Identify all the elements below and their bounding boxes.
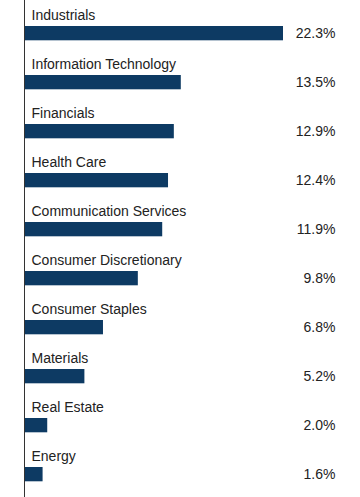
svg-text:Health Care: Health Care xyxy=(32,154,107,170)
svg-text:Consumer Discretionary: Consumer Discretionary xyxy=(32,252,182,268)
svg-text:1.6%: 1.6% xyxy=(304,466,336,482)
svg-text:22.3%: 22.3% xyxy=(296,25,336,41)
svg-text:Materials: Materials xyxy=(32,350,89,366)
svg-text:Consumer Staples: Consumer Staples xyxy=(32,301,147,317)
svg-text:9.8%: 9.8% xyxy=(304,270,336,286)
svg-text:12.4%: 12.4% xyxy=(296,172,336,188)
svg-text:Energy: Energy xyxy=(32,448,76,464)
svg-text:Financials: Financials xyxy=(32,105,95,121)
svg-text:Communication Services: Communication Services xyxy=(32,203,187,219)
svg-text:Real Estate: Real Estate xyxy=(32,399,105,415)
svg-text:12.9%: 12.9% xyxy=(296,123,336,139)
svg-text:Information Technology: Information Technology xyxy=(32,56,177,72)
svg-text:6.8%: 6.8% xyxy=(304,319,336,335)
svg-text:11.9%: 11.9% xyxy=(297,221,336,237)
svg-text:2.0%: 2.0% xyxy=(304,417,336,433)
svg-text:Industrials: Industrials xyxy=(32,7,96,23)
svg-text:13.5%: 13.5% xyxy=(296,74,336,90)
svg-text:5.2%: 5.2% xyxy=(304,368,336,384)
